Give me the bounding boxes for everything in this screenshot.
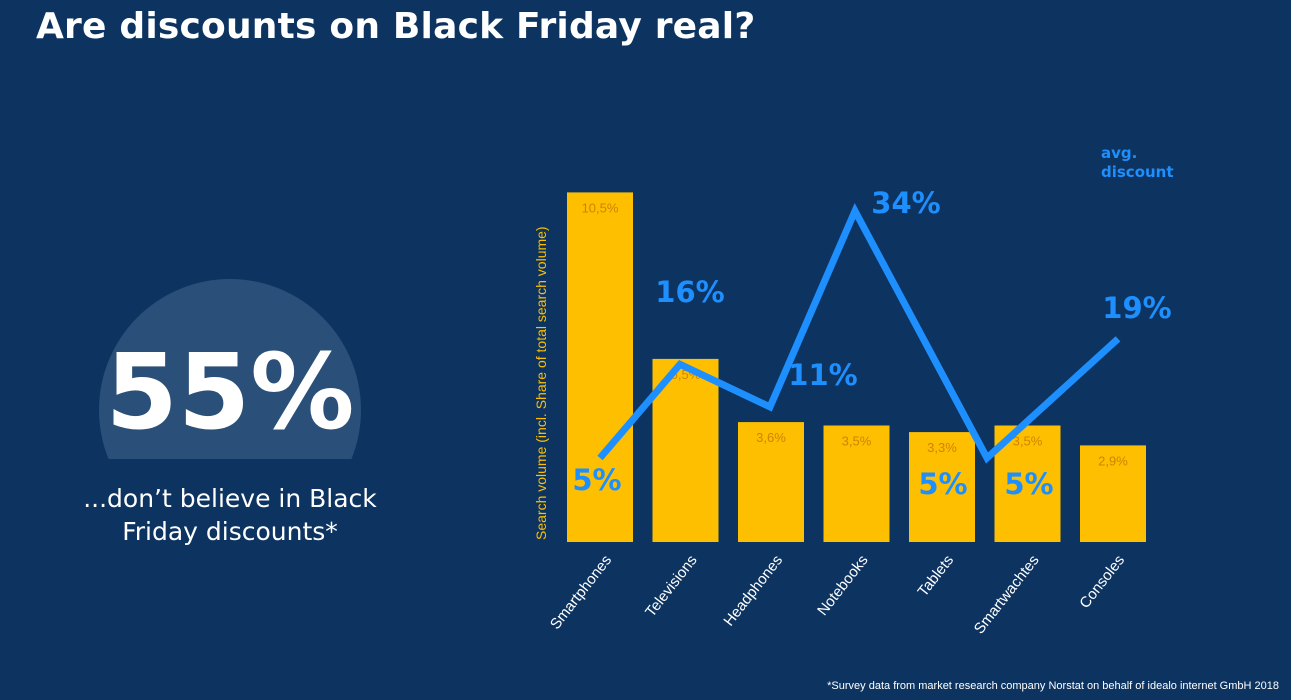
stat-caption-line2: Friday discounts*: [122, 517, 338, 546]
stat-caption: ...don’t believe in Black Friday discoun…: [40, 482, 420, 548]
bar-value-label: 3,3%: [927, 440, 957, 455]
discount-value-label: 16%: [655, 275, 724, 309]
bar-value-label: 2,9%: [1098, 453, 1128, 468]
bar-smartphones: [567, 192, 633, 542]
legend-line1: avg.: [1101, 144, 1137, 162]
legend-line2: discount: [1101, 163, 1174, 181]
discount-value-label: 5%: [918, 467, 967, 501]
page-title: Are discounts on Black Friday real?: [36, 6, 756, 47]
discount-line: [597, 202, 1121, 464]
bar-notebooks: [823, 425, 890, 542]
bar-televisions: [652, 358, 719, 542]
bar-value-label: 3,5%: [842, 434, 872, 449]
bar-headphones: [738, 422, 804, 542]
x-tick-label: Smartphones: [547, 552, 615, 633]
stat-caption-line1: ...don’t believe in Black: [83, 484, 377, 513]
x-tick-label: Headphones: [720, 552, 786, 630]
bar-value-label: 10,5%: [582, 200, 619, 215]
x-tick-label: Televisions: [642, 552, 701, 620]
stat-value: 55%: [105, 331, 355, 453]
bar-value-label: 3,5%: [1013, 434, 1043, 449]
x-tick-label: Smartwachtes: [971, 552, 1043, 637]
x-tick-label: Notebooks: [814, 552, 872, 619]
stat-circle: [99, 279, 361, 459]
discount-value-label: 5%: [1004, 467, 1053, 501]
bar-consoles: [1080, 445, 1146, 542]
footnote: *Survey data from market research compan…: [827, 680, 1279, 692]
y-axis-label: Search volume (incl. Share of total sear…: [533, 226, 549, 540]
x-tick-label: Tablets: [914, 552, 957, 600]
discount-value-label: 19%: [1102, 291, 1171, 325]
discount-value-label: 11%: [788, 358, 857, 392]
bar-tablets: [909, 432, 975, 542]
x-tick-label: Consoles: [1076, 552, 1128, 612]
discount-value-label: 5%: [572, 463, 621, 497]
discount-value-label: 34%: [871, 186, 940, 220]
bar-value-label: 3,6%: [756, 430, 786, 445]
